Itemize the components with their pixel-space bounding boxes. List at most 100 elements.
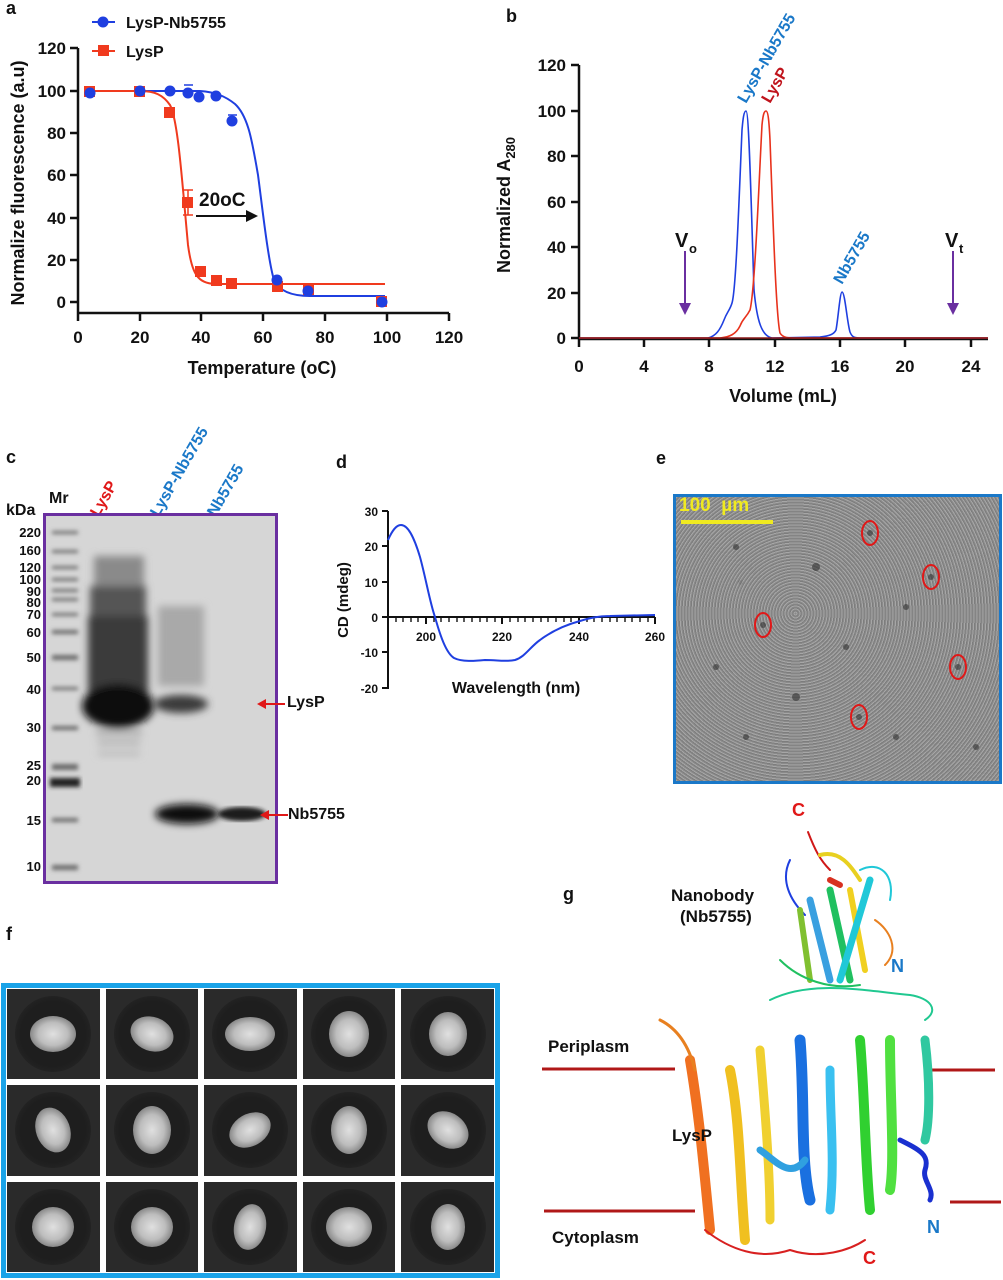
scale-bar [681, 520, 773, 524]
circled-particles [713, 520, 979, 750]
svg-text:40: 40 [192, 328, 211, 347]
svg-text:20: 20 [365, 540, 379, 554]
lysp-nb-data-points [84, 84, 388, 308]
svg-text:0: 0 [57, 293, 66, 312]
svg-text:200: 200 [416, 630, 436, 644]
total-volume-marker: V t [945, 230, 964, 315]
panel-d-x-axis-title: Wavelength (nm) [452, 680, 580, 697]
svg-text:60: 60 [47, 166, 66, 185]
svg-text:220: 220 [492, 630, 512, 644]
svg-text:120: 120 [435, 328, 463, 347]
panel-b-x-tick-labels: 0 4 8 12 16 20 24 [574, 357, 981, 376]
nanobody-c-terminus-label: C [792, 800, 805, 820]
nanobody-label: Nanobody [671, 886, 755, 905]
svg-text:80: 80 [547, 147, 566, 166]
periplasm-label: Periplasm [548, 1037, 630, 1056]
lysp-nb-sec-trace [579, 110, 988, 339]
class-average-tile [204, 1085, 297, 1176]
panel-letter-e: e [656, 448, 667, 468]
class-average-tile [401, 1181, 494, 1272]
svg-text:-10: -10 [361, 646, 379, 660]
left-arrow-icon [260, 810, 269, 820]
panel-a-y-tick-labels: 0 20 40 60 80 100 120 [38, 39, 66, 312]
svg-text:30: 30 [365, 505, 379, 519]
nanobody-n-terminus-label: N [891, 956, 904, 976]
panel-d-y-axis-title: CD (mdeg) [335, 562, 352, 638]
svg-text:LysP: LysP [126, 44, 164, 61]
cytoplasm-label: Cytoplasm [552, 1228, 639, 1247]
panel-letter-f: f [6, 924, 12, 944]
svg-text:24: 24 [962, 357, 981, 376]
panel-letter-b: b [506, 6, 517, 26]
svg-text:20: 20 [896, 357, 915, 376]
svg-text:-20: -20 [361, 682, 379, 696]
panel-d-y-tick-labels: 30 20 10 0 -10 -20 [361, 505, 379, 696]
svg-text:260: 260 [645, 630, 665, 644]
down-arrow-icon [679, 303, 691, 315]
class-average-tile [105, 1181, 199, 1272]
svg-text:0: 0 [574, 357, 583, 376]
svg-text:8: 8 [704, 357, 713, 376]
svg-text:0: 0 [73, 328, 82, 347]
svg-text:4: 4 [639, 357, 649, 376]
lysp-sec-trace [579, 110, 988, 339]
lysp-fit-curve [90, 90, 385, 285]
gel-lane-label-nb5755: Nb5755 [204, 461, 248, 520]
svg-text:100: 100 [373, 328, 401, 347]
panel-b-y-axis-title: Normalized A280 [494, 137, 518, 273]
panel-b-x-axis-title: Volume (mL) [729, 386, 837, 406]
svg-text:t: t [959, 241, 964, 256]
panel-letter-g: g [563, 884, 574, 904]
svg-text:0: 0 [371, 611, 378, 625]
svg-text:120: 120 [38, 39, 66, 58]
svg-text:40: 40 [547, 238, 566, 257]
svg-text:20: 20 [547, 284, 566, 303]
lysp-n-terminus-label: N [927, 1217, 940, 1237]
svg-text:60: 60 [547, 193, 566, 212]
class-average-tile [302, 1085, 396, 1176]
class-average-tile [7, 989, 100, 1080]
svg-text:0: 0 [557, 329, 566, 348]
panel-b-y-tick-labels: 0 20 40 60 80 100 120 [538, 56, 566, 348]
svg-text:V: V [675, 230, 689, 252]
class-average-tile [105, 989, 199, 1080]
class-average-tile [401, 1085, 494, 1176]
svg-text:240: 240 [569, 630, 589, 644]
nanobody-ribbon [779, 831, 894, 988]
svg-text:12: 12 [766, 357, 785, 376]
gel-mr-label: Mr [49, 490, 69, 507]
svg-text:80: 80 [316, 328, 335, 347]
panel-a-x-tick-labels: 0 20 40 60 80 100 120 [73, 328, 463, 347]
gel-bands [50, 531, 266, 870]
panel-a-y-axis-title: Normalize fluorescence (a.u) [8, 60, 28, 305]
svg-text:20oC: 20oC [199, 190, 246, 211]
peak-label-nb5755: Nb5755 [831, 229, 874, 287]
panel-a-x-axis-title: Temperature (oC) [188, 358, 337, 378]
class-average-tile [7, 1085, 100, 1176]
class-average-tile [7, 1181, 100, 1272]
cd-spectrum-curve [387, 523, 656, 662]
lysp-structure-label: LysP [672, 1126, 713, 1145]
panel-a-axes [70, 46, 451, 321]
panel-b-chart: 0 20 40 60 80 100 120 0 4 8 12 16 20 24 … [494, 11, 988, 406]
svg-text:80: 80 [47, 124, 66, 143]
panel-d-axes [382, 510, 656, 689]
svg-text:LysP-Nb5755: LysP-Nb5755 [126, 15, 226, 32]
svg-text:o: o [689, 241, 697, 256]
class-average-tile [302, 1181, 396, 1272]
class-average-tile [302, 989, 396, 1080]
panel-letter-d: d [336, 452, 347, 472]
tm-shift-annotation: 20oC [196, 190, 258, 222]
panel-a-chart: 0 20 40 60 80 100 120 0 20 40 60 80 100 … [8, 15, 463, 378]
panel-d-minor-ticks [395, 617, 649, 622]
svg-text:100: 100 [538, 102, 566, 121]
svg-text:60: 60 [254, 328, 273, 347]
gel-image [43, 513, 278, 884]
class-averages-grid [1, 983, 500, 1278]
void-volume-marker: V o [675, 230, 697, 315]
panel-letter-c: c [6, 447, 17, 467]
svg-text:20: 20 [47, 251, 66, 270]
em-micrograph: 100 µm [673, 494, 1002, 784]
gel-lane-label-lysp-nb: LysP-Nb5755 [147, 424, 213, 520]
class-average-tile [204, 989, 297, 1080]
